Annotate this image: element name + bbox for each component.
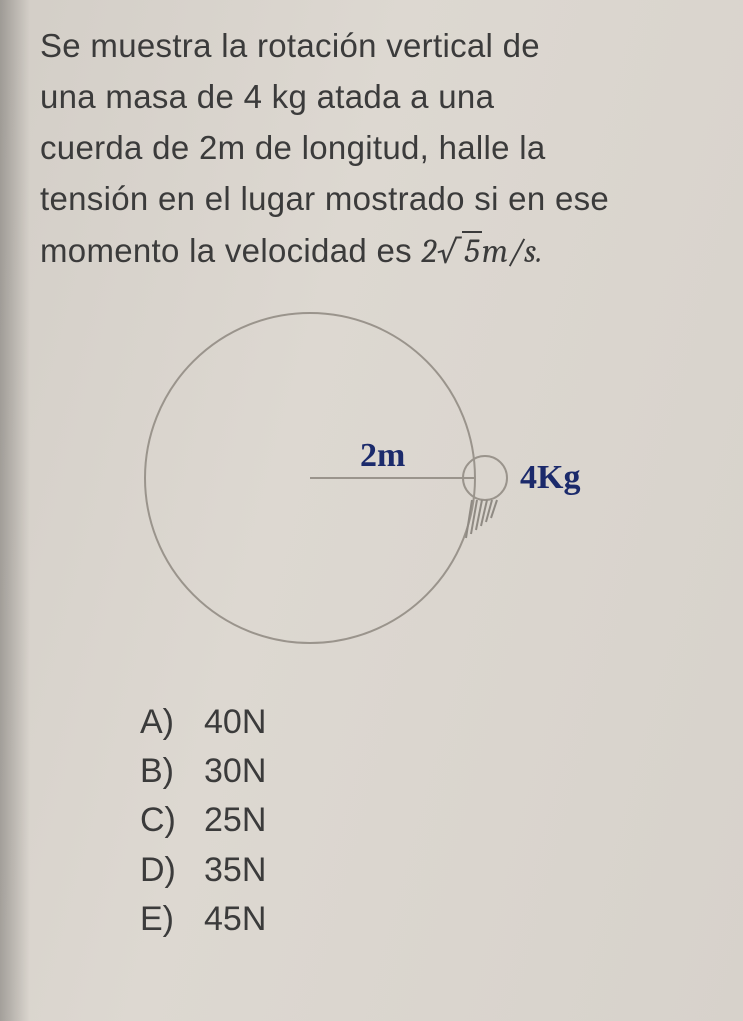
diagram-container: 2m 4Kg xyxy=(40,288,715,688)
velocity-coef: 2 xyxy=(421,233,436,271)
problem-line-1: Se muestra la rotación vertical de xyxy=(40,27,540,64)
option-letter: A) xyxy=(140,698,188,747)
mass-label: 4Kg xyxy=(520,459,580,496)
diagram-svg: 2m 4Kg xyxy=(100,288,660,688)
problem-line-3: cuerda de 2m de longitud, halle la xyxy=(40,129,546,166)
velocity-expression: 2√5m/s. xyxy=(421,231,542,271)
option-value: 40N xyxy=(204,698,266,747)
option-value: 35N xyxy=(204,846,266,895)
option-value: 25N xyxy=(204,796,266,845)
problem-line-2: una masa de 4 kg atada a una xyxy=(40,78,494,115)
option-e: E) 45N xyxy=(140,895,715,944)
problem-line-4: tensión en el lugar mostrado si en ese xyxy=(40,180,609,217)
option-value: 30N xyxy=(204,747,266,796)
option-value: 45N xyxy=(204,895,266,944)
problem-line-5-pre: momento la velocidad es xyxy=(40,232,421,269)
option-letter: E) xyxy=(140,895,188,944)
radius-label: 2m xyxy=(360,437,405,474)
option-b: B) 30N xyxy=(140,747,715,796)
velocity-unit: m/s. xyxy=(482,233,543,271)
option-a: A) 40N xyxy=(140,698,715,747)
options-list: A) 40N B) 30N C) 25N D) 35N E) 45N xyxy=(140,698,715,944)
option-letter: B) xyxy=(140,747,188,796)
page: Se muestra la rotación vertical de una m… xyxy=(0,0,743,1021)
option-c: C) 25N xyxy=(140,796,715,845)
velocity-radicand: 5 xyxy=(462,231,481,271)
option-letter: C) xyxy=(140,796,188,845)
option-letter: D) xyxy=(140,846,188,895)
problem-statement: Se muestra la rotación vertical de una m… xyxy=(40,20,715,278)
option-d: D) 35N xyxy=(140,846,715,895)
